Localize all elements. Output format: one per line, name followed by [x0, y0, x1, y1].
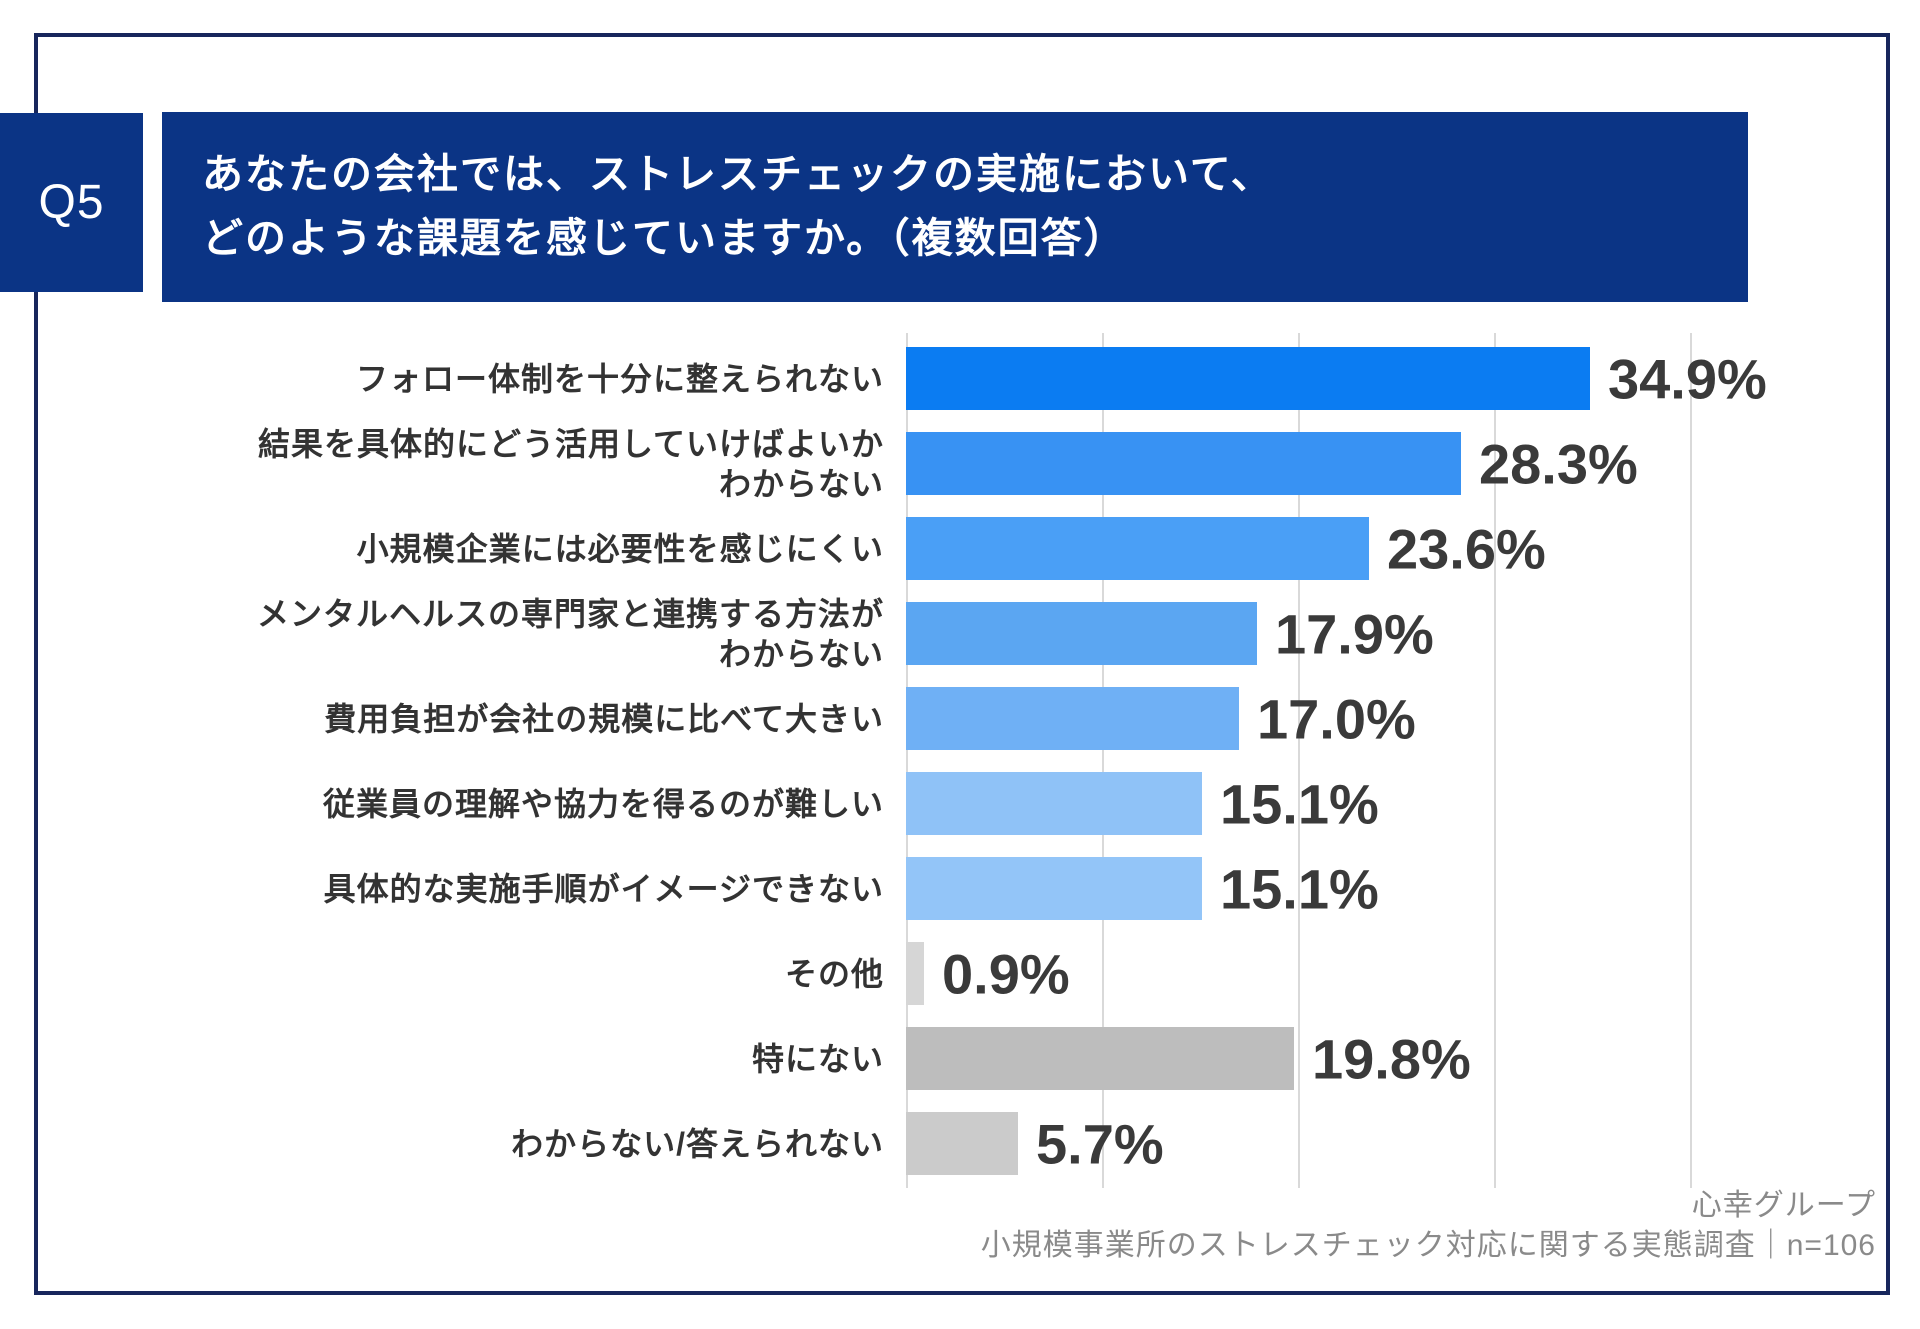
category-label: 費用負担が会社の規模に比べて大きい: [324, 700, 884, 737]
source-attribution: 心幸グループ 小規模事業所のストレスチェック対応に関する実態調査｜n=106: [981, 1186, 1876, 1265]
gridline-30-percent: [1494, 333, 1496, 1188]
gridline-0-percent: [906, 333, 908, 1188]
value-label: 23.6%: [1387, 517, 1546, 580]
gridline-10-percent: [1102, 333, 1104, 1188]
chart-row: フォロー体制を十分に整えられない 34.9%: [0, 336, 1920, 421]
value-label: 34.9%: [1608, 347, 1767, 410]
chart-row: 小規模企業には必要性を感じにくい 23.6%: [0, 506, 1920, 591]
chart-row: 費用負担が会社の規模に比べて大きい 17.0%: [0, 676, 1920, 761]
question-title-banner: あなたの会社では、ストレスチェックの実施において、 どのような課題を感じています…: [162, 112, 1748, 302]
value-label: 5.7%: [1036, 1112, 1164, 1175]
bar: [906, 857, 1202, 920]
chart-row: 具体的な実施手順がイメージできない 15.1%: [0, 846, 1920, 931]
value-label: 15.1%: [1220, 772, 1379, 835]
bar: [906, 1112, 1018, 1175]
gridline-20-percent: [1298, 333, 1300, 1188]
category-label: 従業員の理解や協力を得るのが難しい: [322, 785, 884, 822]
bar: [906, 602, 1257, 665]
category-label: 具体的な実施手順がイメージできない: [323, 870, 884, 907]
chart-row: 従業員の理解や協力を得るのが難しい 15.1%: [0, 761, 1920, 846]
chart-row: その他 0.9%: [0, 931, 1920, 1016]
category-label: メンタルヘルスの専門家と連携する方法が わからない: [256, 595, 884, 672]
value-label: 17.0%: [1257, 687, 1416, 750]
value-label: 19.8%: [1312, 1027, 1471, 1090]
question-number-box: Q5: [0, 113, 143, 292]
chart-row: メンタルヘルスの専門家と連携する方法が わからない 17.9%: [0, 591, 1920, 676]
bar: [906, 517, 1369, 580]
question-number: Q5: [38, 176, 105, 229]
category-label: その他: [784, 955, 884, 992]
chart-gridlines: [906, 333, 1694, 1188]
category-label: わからない/答えられない: [511, 1125, 884, 1162]
bar: [906, 432, 1461, 495]
bar: [906, 942, 924, 1005]
value-label: 28.3%: [1479, 432, 1638, 495]
value-label: 17.9%: [1275, 602, 1434, 665]
gridline-40-percent: [1690, 333, 1692, 1188]
category-label: フォロー体制を十分に整えられない: [355, 360, 884, 397]
category-label: 小規模企業には必要性を感じにくい: [356, 530, 884, 567]
value-label: 15.1%: [1220, 857, 1379, 920]
source-survey: 小規模事業所のストレスチェック対応に関する実態調査｜n=106: [980, 1228, 1876, 1262]
category-label: 結果を具体的にどう活用していけばよいか わからない: [257, 425, 884, 502]
chart-row: 特にない 19.8%: [0, 1016, 1920, 1101]
source-company: 心幸グループ: [1691, 1189, 1876, 1222]
bar: [906, 1027, 1294, 1090]
chart-row: わからない/答えられない 5.7%: [0, 1101, 1920, 1186]
bar-chart: フォロー体制を十分に整えられない 34.9% 結果を具体的にどう活用していけばよいか…: [0, 336, 1920, 1186]
value-label: 0.9%: [942, 942, 1070, 1005]
question-title-line1: あなたの会社では、ストレスチェックの実施において、: [202, 151, 1274, 198]
bar: [906, 347, 1590, 410]
bar: [906, 687, 1239, 750]
chart-row: 結果を具体的にどう活用していけばよいか わからない 28.3%: [0, 421, 1920, 506]
question-title-line2: どのような課題を感じていますか。（複数回答）: [202, 215, 1127, 261]
category-label: 特にない: [751, 1040, 884, 1077]
bar: [906, 772, 1202, 835]
